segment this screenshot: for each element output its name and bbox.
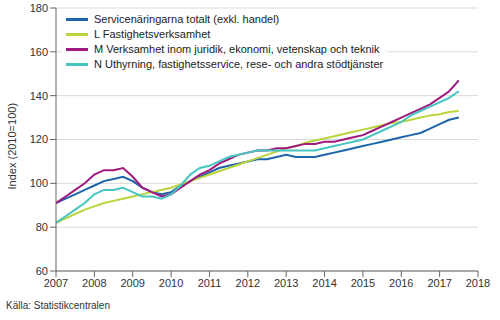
svg-text:180: 180 xyxy=(30,2,48,14)
svg-text:160: 160 xyxy=(30,46,48,58)
html-text:L Fastighetsverksamhet: L Fastighetsverksamhet xyxy=(94,28,211,40)
html-text:M Verksamhet inom juridik, eko: M Verksamhet inom juridik, ekonomi, vete… xyxy=(94,43,380,55)
svg-text:2018: 2018 xyxy=(466,277,490,289)
svg-text:80: 80 xyxy=(36,221,48,233)
svg-text:2010: 2010 xyxy=(159,277,183,289)
svg-text:2014: 2014 xyxy=(312,277,336,289)
svg-text:2009: 2009 xyxy=(120,277,144,289)
svg-text:60: 60 xyxy=(36,265,48,277)
svg-text:2013: 2013 xyxy=(274,277,298,289)
svg-text:2012: 2012 xyxy=(236,277,260,289)
svg-text:2007: 2007 xyxy=(44,277,68,289)
svg-text:Index (2010=100): Index (2010=100) xyxy=(8,103,18,190)
svg-text:2011: 2011 xyxy=(198,277,222,289)
svg-text:2017: 2017 xyxy=(427,277,451,289)
svg-text:100: 100 xyxy=(30,177,48,189)
svg-text:2016: 2016 xyxy=(389,277,413,289)
svg-text:2015: 2015 xyxy=(351,277,375,289)
html-text:N Uthyrning, fastighetsservice: N Uthyrning, fastighetsservice, rese- oc… xyxy=(94,58,384,70)
html-text:Källa: Statistikcentralen: Källa: Statistikcentralen xyxy=(6,300,110,311)
html-text:Servicenäringarna totalt (exkl: Servicenäringarna totalt (exkl. handel) xyxy=(94,13,280,25)
svg-text:2008: 2008 xyxy=(82,277,106,289)
svg-text:120: 120 xyxy=(30,133,48,145)
svg-text:140: 140 xyxy=(30,90,48,102)
